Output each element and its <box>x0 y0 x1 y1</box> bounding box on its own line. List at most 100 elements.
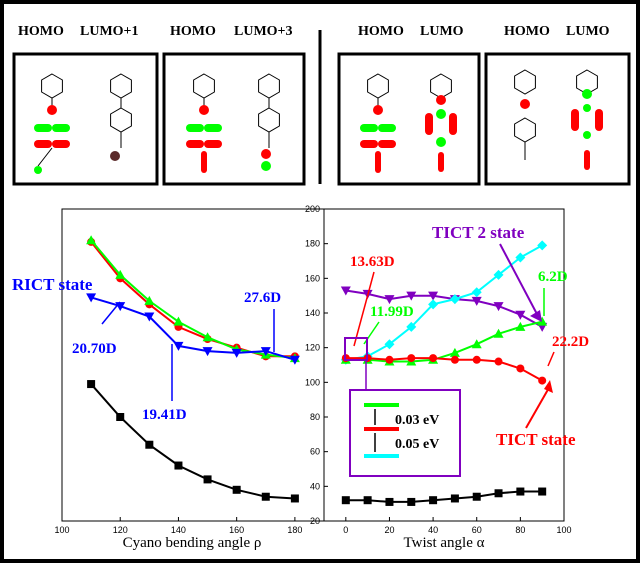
annotation-22-2d: 22.2D <box>552 334 589 350</box>
mol3-lumo-cyano <box>438 152 444 172</box>
right-series-1-point-6 <box>471 287 482 298</box>
mol1-homo-bridge-lobe <box>47 105 57 115</box>
inset-gap-top-label: 0.03 eV <box>395 413 439 428</box>
mol1-homo-lobe-d <box>52 140 70 148</box>
right-series-0-point-7 <box>493 302 504 312</box>
mol2-lumo-lobe-b <box>261 161 271 171</box>
left-series-2-point-5 <box>231 348 242 358</box>
left-series-3-line <box>90 383 295 500</box>
hdr-lumo-2: LUMO <box>566 24 610 39</box>
left-series-2-point-4 <box>202 347 213 357</box>
mol1-homo-lobe-a <box>34 124 52 132</box>
left-series-3-point-7 <box>290 494 299 503</box>
right-ytick-label-5: 120 <box>305 343 320 353</box>
right-xtick-label-2: 40 <box>428 525 438 535</box>
right-series-2-point-9 <box>537 316 548 326</box>
right-series-4-point-5 <box>450 494 459 503</box>
right-series-1-point-8 <box>515 252 526 263</box>
mol3-lumo-lobe-b <box>449 113 457 135</box>
right-series-2-point-8 <box>515 321 526 331</box>
left-series-3-point-4 <box>203 475 212 484</box>
figure-svg: HOMO LUMO+1 HOMO LUMO+3 HOMO LUMO HOMO L… <box>12 24 631 551</box>
left-series-2-point-2 <box>144 312 155 322</box>
mol3-homo-lobe-a <box>360 124 378 132</box>
right-xtick-label-4: 80 <box>515 525 525 535</box>
left-xtick-label-4: 180 <box>287 525 302 535</box>
mol1-homo-cyano-bond <box>37 147 53 167</box>
mol3-lumo-lobe-c <box>436 109 446 119</box>
annotation-27-6d: 27.6D <box>244 290 281 306</box>
right-series-4-point-4 <box>429 496 438 505</box>
left-series-1-point-4 <box>202 332 213 342</box>
left-series-3-point-0 <box>87 380 96 389</box>
mol3-homo-cyano-lobe <box>375 151 381 173</box>
mol1-homo-cyano-lobe <box>34 166 42 174</box>
mol4-lumo-bridge <box>582 89 592 99</box>
right-plot-frame <box>323 208 565 522</box>
right-series-2-point-6 <box>471 339 482 349</box>
right-ytick-label-2: 60 <box>310 447 320 457</box>
annotation-19-41d: 19.41D <box>142 407 187 423</box>
right-ytick-label-8: 180 <box>305 239 320 249</box>
left-series-3-point-6 <box>261 492 270 501</box>
left-xtick-label-3: 160 <box>229 525 244 535</box>
right-series-4-point-2 <box>385 497 394 506</box>
annotation-rict-state: RICT state <box>12 275 93 294</box>
left-series-2-point-6 <box>260 347 271 357</box>
mol3-homo-lobe-c <box>360 140 378 148</box>
right-series-3-line <box>345 357 543 382</box>
right-ytick-label-6: 140 <box>305 308 320 318</box>
right-series-4-point-1 <box>363 496 372 505</box>
right-series-0-point-0 <box>340 286 351 296</box>
right-series-4-point-9 <box>538 487 547 496</box>
right-series-3-point-8 <box>516 364 525 373</box>
pointer-13-63d <box>353 271 375 347</box>
mol4-lumo-lobe-d <box>583 131 591 139</box>
mol3-lumo-lobe-d <box>436 137 446 147</box>
right-ytick-label-9: 200 <box>305 204 320 214</box>
mol4-lumo-lobe-a <box>571 109 579 131</box>
mol3-homo-top-ring <box>367 73 389 99</box>
hdr-homo-4: HOMO <box>504 24 550 39</box>
mol2-homo-lobe-c <box>186 140 204 148</box>
left-series-1-point-1 <box>115 269 126 279</box>
right-series-4-line <box>345 490 543 503</box>
hdr-lumo-plus1: LUMO+1 <box>80 24 139 39</box>
right-series-3-point-3 <box>407 354 416 363</box>
mol4-lumo-cyano <box>584 150 590 170</box>
right-series-4-point-3 <box>407 497 416 506</box>
mol4-homo-ring-top <box>514 69 536 95</box>
inset-gap-bottom-label: 0.05 eV <box>395 437 439 452</box>
right-series-1-point-3 <box>406 321 417 332</box>
mol2-homo-cyano-lobe <box>201 151 207 173</box>
left-x-axis-label: Cyano bending angle ρ <box>123 535 262 551</box>
left-series-1-line <box>90 239 296 360</box>
mol3-lumo-bridge <box>436 95 446 105</box>
left-series-1-point-3 <box>173 316 184 326</box>
orbital-panel-4 <box>484 52 631 186</box>
hdr-lumo-1: LUMO <box>420 24 464 39</box>
mol2-homo-bridge-lobe <box>199 105 209 115</box>
right-series-4-point-0 <box>341 496 350 505</box>
mol3-homo-lobe-b <box>378 124 396 132</box>
left-series-1-point-0 <box>86 235 97 245</box>
right-ytick-label-1: 40 <box>310 481 320 491</box>
right-series-0-point-6 <box>471 296 482 306</box>
right-series-1-point-5 <box>449 294 460 305</box>
right-xtick-label-3: 60 <box>472 525 482 535</box>
mol4-lumo-lobe-c <box>583 104 591 112</box>
right-ytick-label-4: 100 <box>305 377 320 387</box>
left-series-3-point-2 <box>145 440 154 449</box>
right-series-3-point-4 <box>429 354 438 363</box>
right-ytick-label-0: 20 <box>310 516 320 526</box>
left-xtick-label-0: 100 <box>54 525 69 535</box>
mol2-lumo-ring-bottom <box>258 107 280 133</box>
right-series-0-point-4 <box>428 291 439 301</box>
left-series-3-point-1 <box>116 413 125 421</box>
right-xtick-label-5: 100 <box>556 525 571 535</box>
annotation-tict2-state: TICT 2 state <box>432 223 525 242</box>
zoom-marker-box <box>344 337 368 361</box>
mol2-homo-top-ring <box>193 73 215 99</box>
orbital-panel-1 <box>12 52 159 186</box>
